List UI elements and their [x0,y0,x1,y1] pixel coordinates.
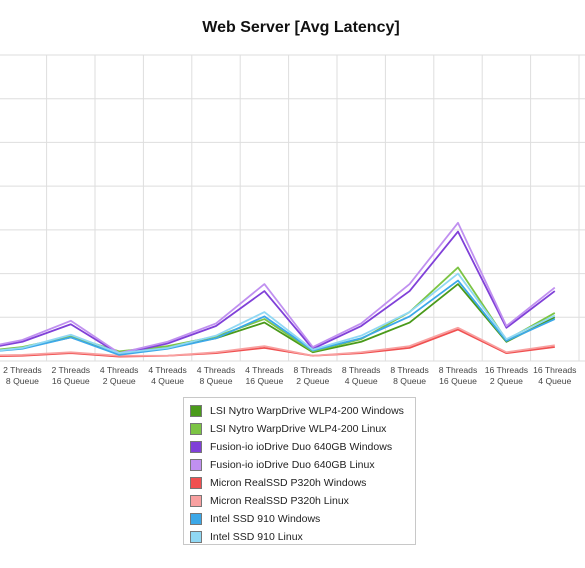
legend-item: LSI Nytro WarpDrive WLP4-200 Windows [190,402,404,420]
x-tick-label: 4 Queue [345,376,378,386]
legend-item: Fusion-io ioDrive Duo 640GB Linux [190,456,375,474]
x-tick-label: 2 Queue [103,376,136,386]
x-tick-label: 2 Queue [490,376,523,386]
x-tick-label: 16 Queue [439,376,477,386]
legend-swatch [190,405,202,417]
legend-label: Fusion-io ioDrive Duo 640GB Windows [210,441,393,453]
x-tick-label: 4 Threads [100,365,139,375]
x-tick-label: 4 Threads [197,365,236,375]
legend-label: Fusion-io ioDrive Duo 640GB Linux [210,459,375,471]
x-tick-label: 16 Queue [52,376,90,386]
legend-label: LSI Nytro WarpDrive WLP4-200 Linux [210,423,387,435]
x-tick-label: 2 Queue [296,376,329,386]
x-tick-label: 8 Threads [439,365,478,375]
x-tick-label: 8 Queue [393,376,426,386]
x-tick-label: 16 Threads [485,365,528,375]
series-line-2 [0,230,556,355]
x-tick-label: 8 Queue [200,376,233,386]
legend-item: Fusion-io ioDrive Duo 640GB Windows [190,438,392,456]
legend-item: Micron RealSSD P320h Linux [190,492,349,510]
legend-item: LSI Nytro WarpDrive WLP4-200 Linux [190,420,386,438]
x-tick-label: 2 Threads [3,365,42,375]
legend-label: Micron RealSSD P320h Windows [210,477,367,489]
x-tick-label: 8 Queue [6,376,39,386]
legend-swatch [190,423,202,435]
legend-swatch [190,459,202,471]
grid-lines [0,54,585,362]
x-tick-label: 16 Queue [246,376,284,386]
legend-swatch [190,513,202,525]
legend-swatch [190,441,202,453]
x-tick-label: 8 Threads [342,365,381,375]
x-tick-label: 16 Threads [533,365,576,375]
legend-swatch [190,531,202,543]
series-line-3 [0,221,556,355]
legend-swatch [190,495,202,507]
legend-swatch [190,477,202,489]
x-tick-label: 8 Threads [390,365,429,375]
x-tick-label: 4 Threads [245,365,284,375]
legend-item: Micron RealSSD P320h Windows [190,474,366,492]
series-line-7 [0,272,556,355]
series-lines [0,221,556,358]
x-tick-label: 2 Threads [52,365,91,375]
chart-title: Web Server [Avg Latency] [202,19,400,36]
legend-item: Intel SSD 910 Linux [190,528,303,546]
legend-item: Intel SSD 910 Windows [190,510,320,528]
series-line-5 [0,326,555,357]
series-line-6 [0,279,556,356]
x-tick-label: 8 Threads [294,365,333,375]
x-tick-label: 4 Queue [151,376,184,386]
legend-label: Intel SSD 910 Windows [210,513,321,525]
legend-label: Micron RealSSD P320h Linux [210,495,349,507]
legend-label: Intel SSD 910 Linux [210,531,303,543]
legend-label: LSI Nytro WarpDrive WLP4-200 Windows [210,405,404,417]
x-tick-label: 4 Queue [538,376,571,386]
x-tick-label: 4 Threads [148,365,187,375]
legend: LSI Nytro WarpDrive WLP4-200 Windows LSI … [183,397,416,545]
